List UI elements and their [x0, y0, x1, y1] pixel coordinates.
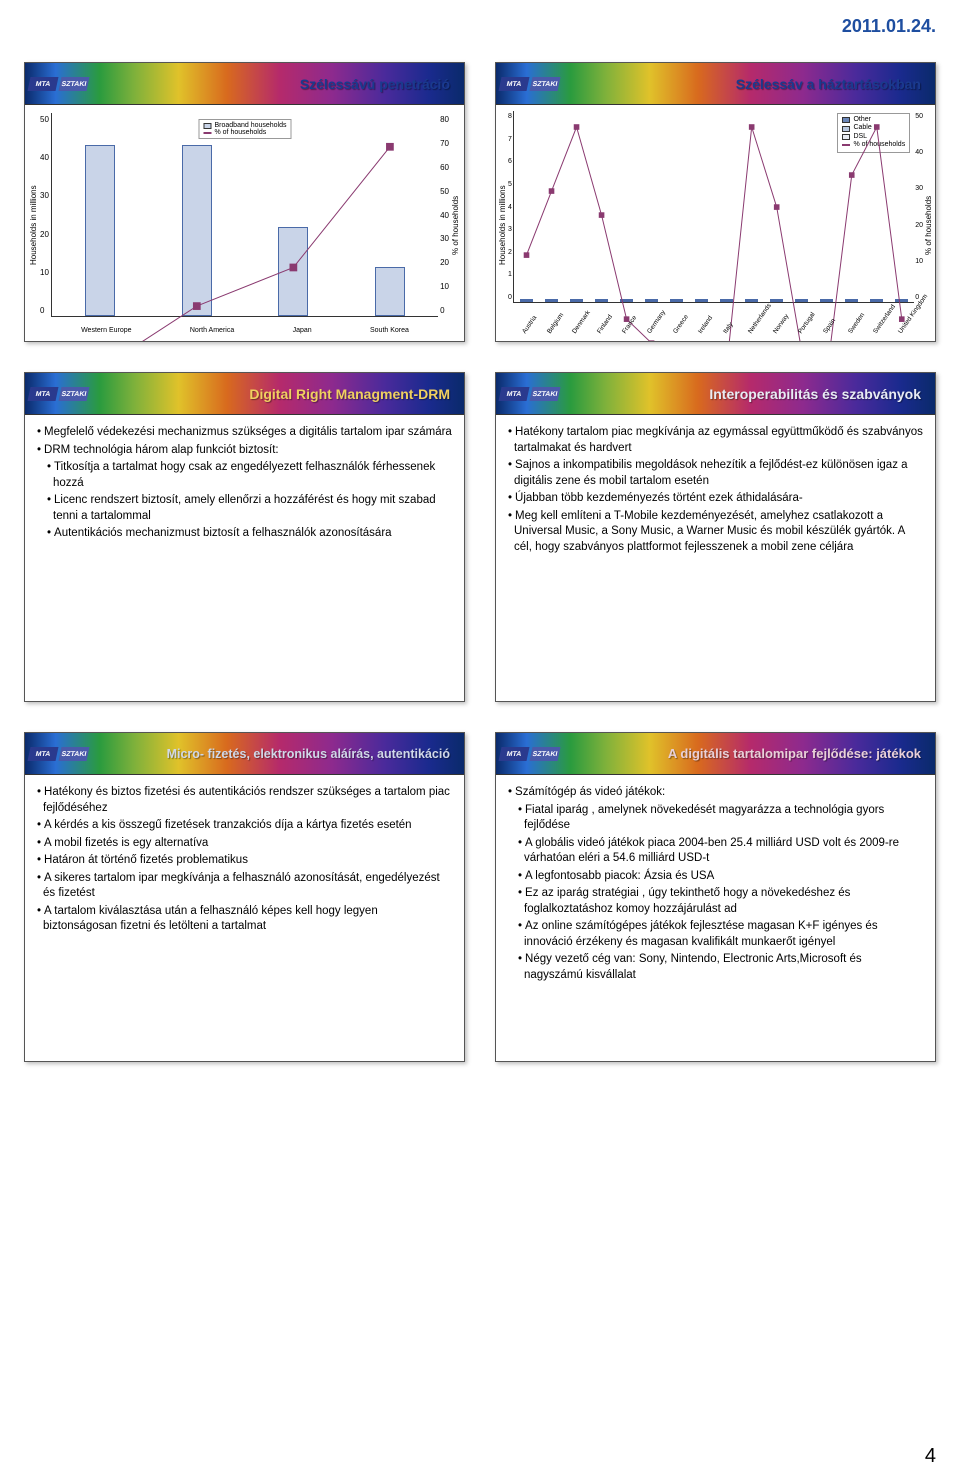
bullet: Sajnos a inkompatibilis megoldások nehez… — [508, 458, 923, 489]
title-bar: MTA SZTAKI A digitális tartalomipar fejl… — [496, 733, 935, 775]
title-bar: MTA SZTAKI Digital Right Managment-DRM — [25, 373, 464, 415]
bullet: Ez az iparág stratégiai , úgy tekinthető… — [508, 886, 923, 917]
logo-sztaki: SZTAKI — [530, 387, 561, 401]
bullet: Megfelelő védekezési mechanizmus szükség… — [37, 425, 452, 441]
slide-games: MTA SZTAKI A digitális tartalomipar fejl… — [495, 732, 936, 1062]
bullet: A mobil fizetés is egy alternatíva — [37, 836, 452, 852]
logo: MTA SZTAKI — [29, 387, 88, 401]
logo-mta: MTA — [28, 747, 59, 761]
logo-mta: MTA — [28, 77, 59, 91]
logo-mta: MTA — [28, 387, 59, 401]
bullet: Határon át történő fizetés problematikus — [37, 853, 452, 869]
slide-body: Megfelelő védekezési mechanizmus szükség… — [25, 415, 464, 701]
slide-micropayment: MTA SZTAKI Micro- fizetés, elektronikus … — [24, 732, 465, 1062]
chart-line — [514, 111, 914, 342]
logo-sztaki: SZTAKI — [59, 77, 90, 91]
chart-broadband: Households in millions 50403020100 Broad… — [25, 105, 464, 341]
chart-households: Households in millions 876543210 Other C… — [496, 105, 935, 341]
chart-line — [52, 113, 438, 342]
title-bar: MTA SZTAKI Szélessáv a háztartásokban — [496, 63, 935, 105]
logo: MTA SZTAKI — [500, 747, 559, 761]
y-axis-right-label: % of households — [924, 111, 933, 339]
slide-title: Szélessáv a háztartásokban — [567, 76, 929, 92]
title-bar: MTA SZTAKI Interoperabilitás és szabvány… — [496, 373, 935, 415]
bullet: Számítógép ás videó játékok: — [508, 785, 923, 801]
slide-title: A digitális tartalomipar fejlődése: játé… — [567, 746, 929, 761]
bullet: Fiatal iparág , amelynek növekedését mag… — [508, 803, 923, 834]
x-axis-labels: AustriaBelgiumDenmarkFinlandFranceGerman… — [514, 331, 914, 338]
bullet: Négy vezető cég van: Sony, Nintendo, Ele… — [508, 952, 923, 983]
logo: MTA SZTAKI — [500, 387, 559, 401]
slide-broadband-households: MTA SZTAKI Szélessáv a háztartásokban Ho… — [495, 62, 936, 342]
y-axis-right-ticks: 80706050403020100 — [438, 113, 451, 337]
y-axis-right-label: % of households — [451, 113, 460, 337]
chart-plot: Broadband households % of households Wes… — [51, 113, 438, 317]
bullet: Licenc rendszert biztosít, amely ellenőr… — [37, 493, 452, 524]
slide-body: Számítógép ás videó játékok: Fiatal ipará… — [496, 775, 935, 1061]
slide-body: Hatékony tartalom piac megkívánja az egy… — [496, 415, 935, 701]
logo-sztaki: SZTAKI — [530, 77, 561, 91]
bullet: Hatékony tartalom piac megkívánja az egy… — [508, 425, 923, 456]
logo-mta: MTA — [499, 77, 530, 91]
logo-sztaki: SZTAKI — [530, 747, 561, 761]
y-axis-left-ticks: 50403020100 — [38, 113, 51, 337]
logo-sztaki: SZTAKI — [59, 747, 90, 761]
bullet: Meg kell említeni a T-Mobile kezdeményez… — [508, 509, 923, 556]
y-axis-left-label: Households in millions — [498, 111, 507, 339]
slide-title: Micro- fizetés, elektronikus aláírás, au… — [96, 747, 458, 761]
bullet: Újabban több kezdeményezés történt ezek … — [508, 491, 923, 507]
logo-mta: MTA — [499, 387, 530, 401]
bullet: A sikeres tartalom ipar megkívánja a fel… — [37, 871, 452, 902]
page-number: 4 — [925, 1445, 936, 1468]
bullet: DRM technológia három alap funkciót bizt… — [37, 443, 452, 459]
slide-title: Interoperabilitás és szabványok — [567, 386, 929, 402]
slide-broadband-penetration: MTA SZTAKI Szélessávú penetráció Househo… — [24, 62, 465, 342]
logo: MTA SZTAKI — [500, 77, 559, 91]
title-bar: MTA SZTAKI Micro- fizetés, elektronikus … — [25, 733, 464, 775]
x-axis-labels: Western EuropeNorth AmericaJapanSouth Ko… — [52, 327, 438, 334]
chart-plot: Other Cable DSL % of households AustriaB… — [513, 111, 914, 303]
slide-drm: MTA SZTAKI Digital Right Managment-DRM M… — [24, 372, 465, 702]
bullet: Az online számítógépes játékok fejleszté… — [508, 919, 923, 950]
slide-interoperability: MTA SZTAKI Interoperabilitás és szabvány… — [495, 372, 936, 702]
slide-title: Szélessávú penetráció — [96, 76, 458, 92]
logo: MTA SZTAKI — [29, 77, 88, 91]
bullet: A kérdés a kis összegű fizetések tranzak… — [37, 818, 452, 834]
bullet: A globális videó játékok piaca 2004-ben … — [508, 836, 923, 867]
title-bar: MTA SZTAKI Szélessávú penetráció — [25, 63, 464, 105]
bullet: Titkosítja a tartalmat hogy csak az enge… — [37, 460, 452, 491]
date-header: 2011.01.24. — [842, 16, 936, 37]
slide-grid: MTA SZTAKI Szélessávú penetráció Househo… — [24, 62, 936, 1062]
logo: MTA SZTAKI — [29, 747, 88, 761]
logo-sztaki: SZTAKI — [59, 387, 90, 401]
bullet: A legfontosabb piacok: Ázsia és USA — [508, 869, 923, 885]
bullet: Autentikációs mechanizmust biztosít a fe… — [37, 526, 452, 542]
slide-body: Hatékony és biztos fizetési és autentiká… — [25, 775, 464, 1061]
bullet: Hatékony és biztos fizetési és autentiká… — [37, 785, 452, 816]
y-axis-left-label: Households in millions — [29, 113, 38, 337]
slide-title: Digital Right Managment-DRM — [96, 386, 458, 402]
logo-mta: MTA — [499, 747, 530, 761]
bullet: A tartalom kiválasztása után a felhaszná… — [37, 904, 452, 935]
